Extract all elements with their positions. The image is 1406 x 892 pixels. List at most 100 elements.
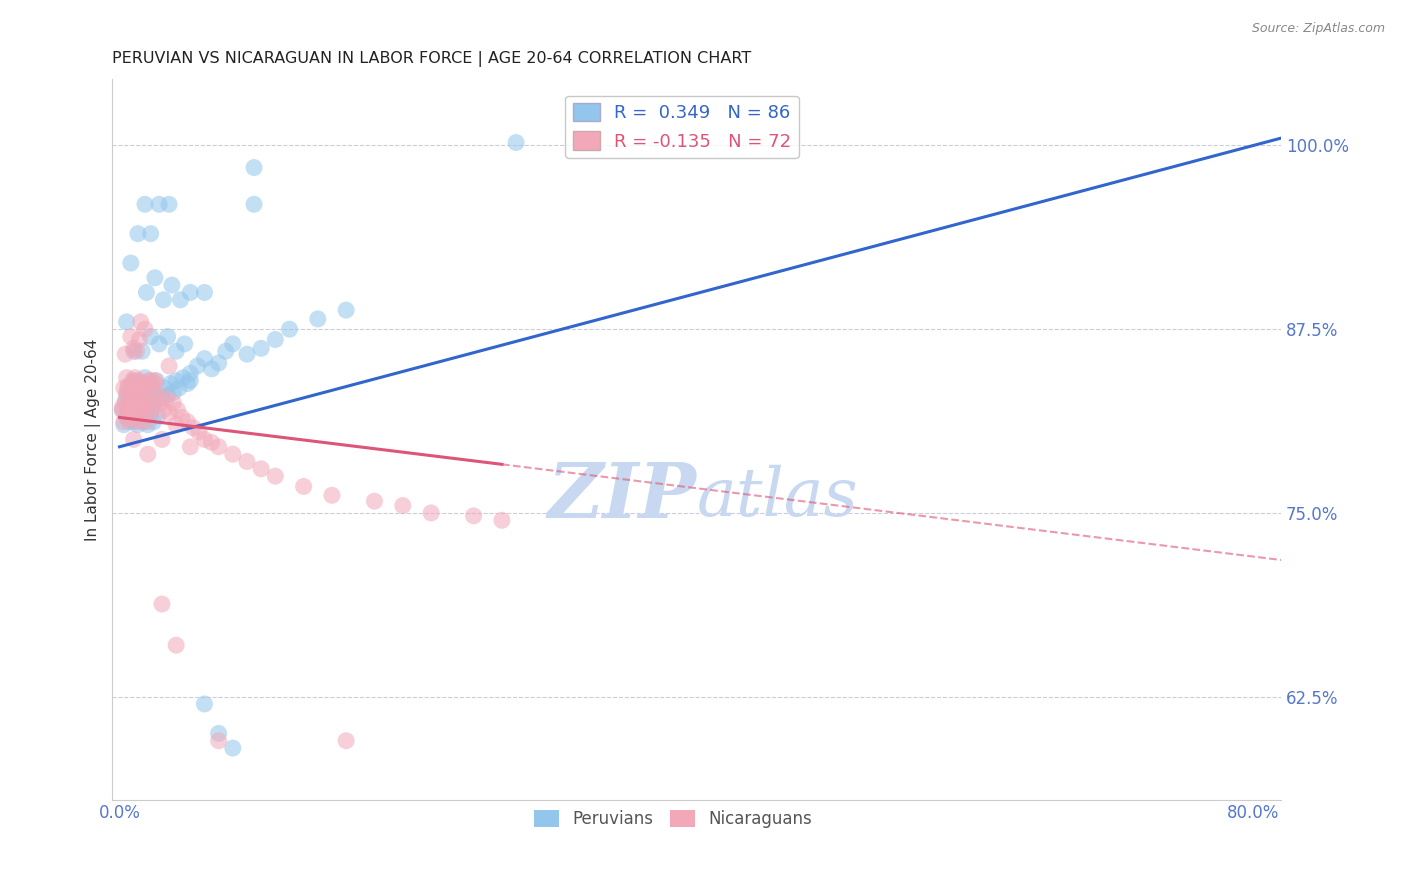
Point (143, 376, 166, 391)
Point (150, 392, 173, 406)
Point (149, 395, 172, 409)
Point (200, 435, 222, 450)
Point (179, 285, 201, 300)
Point (156, 388, 179, 402)
Point (491, 513, 513, 527)
Point (138, 374, 160, 388)
Point (143, 270, 166, 285)
Point (128, 376, 150, 391)
Point (139, 374, 162, 388)
Point (125, 385, 148, 400)
Point (111, 400, 134, 414)
Point (250, 341, 273, 355)
Point (138, 397, 160, 411)
Point (115, 385, 138, 400)
Point (208, 356, 231, 370)
Point (121, 400, 143, 414)
Point (122, 394, 145, 409)
Point (141, 400, 163, 414)
Point (136, 394, 159, 409)
Point (128, 394, 150, 409)
Point (131, 376, 153, 391)
Point (120, 383, 142, 397)
Point (165, 344, 187, 359)
Point (165, 417, 187, 432)
Point (120, 406, 142, 420)
Point (117, 379, 139, 393)
Point (156, 329, 179, 343)
Point (112, 415, 135, 429)
Point (124, 409, 146, 423)
Point (118, 415, 141, 429)
Point (115, 388, 138, 402)
Point (127, 417, 149, 432)
Point (115, 410, 138, 425)
Point (122, 412, 145, 426)
Point (222, 741, 245, 756)
Point (176, 376, 198, 391)
Point (117, 400, 139, 414)
Point (145, 374, 167, 388)
Point (146, 388, 169, 402)
Point (120, 256, 142, 270)
Point (170, 410, 193, 425)
Point (122, 341, 145, 355)
Point (111, 403, 134, 417)
Point (264, 469, 287, 483)
Point (150, 433, 173, 447)
Point (121, 374, 143, 388)
Point (124, 370, 146, 384)
Point (118, 412, 141, 426)
Point (117, 403, 139, 417)
Point (152, 403, 174, 417)
Point (117, 381, 139, 395)
Point (141, 385, 163, 400)
Point (135, 388, 157, 402)
Point (129, 315, 152, 329)
Point (127, 379, 149, 393)
Point (463, 508, 485, 523)
Point (136, 447, 159, 461)
Point (115, 315, 138, 329)
Point (243, 197, 266, 211)
Point (278, 322, 301, 336)
Point (124, 374, 146, 388)
Point (243, 161, 266, 175)
Y-axis label: In Labor Force | Age 20-64: In Labor Force | Age 20-64 (86, 338, 101, 541)
Point (131, 344, 153, 359)
Point (114, 394, 136, 409)
Point (179, 366, 201, 380)
Point (138, 376, 160, 391)
Point (135, 415, 157, 429)
Point (135, 403, 157, 417)
Point (125, 344, 148, 359)
Point (215, 344, 238, 359)
Point (125, 400, 148, 414)
Point (139, 406, 162, 420)
Point (120, 385, 142, 400)
Point (162, 385, 184, 400)
Point (122, 392, 145, 406)
Point (141, 379, 163, 393)
Point (142, 400, 165, 414)
Point (181, 420, 204, 434)
Point (335, 733, 357, 747)
Point (122, 433, 145, 447)
Point (125, 403, 148, 417)
Legend: Peruvians, Nicaraguans: Peruvians, Nicaraguans (527, 803, 820, 834)
Point (143, 394, 166, 409)
Point (335, 303, 357, 318)
Point (139, 329, 162, 343)
Point (127, 415, 149, 429)
Point (124, 406, 146, 420)
Point (187, 425, 209, 439)
Point (134, 409, 156, 423)
Point (193, 285, 215, 300)
Point (134, 400, 156, 414)
Point (112, 417, 135, 432)
Point (193, 351, 215, 366)
Point (148, 197, 170, 211)
Point (118, 388, 141, 402)
Point (166, 403, 188, 417)
Point (121, 376, 143, 391)
